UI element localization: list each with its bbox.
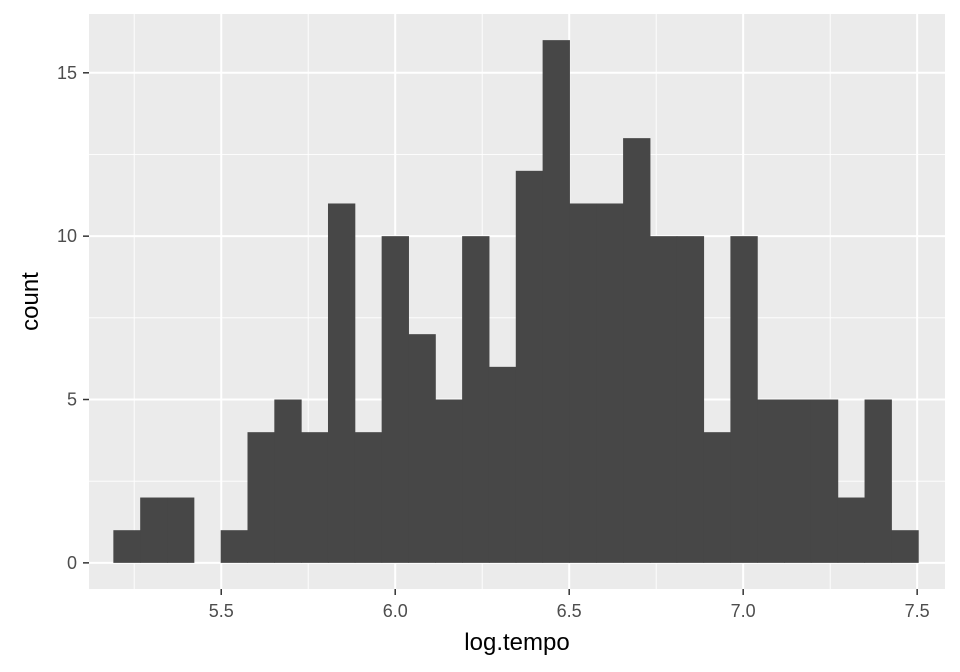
histogram-bar bbox=[220, 530, 248, 563]
histogram-bar bbox=[864, 399, 892, 563]
x-axis: 5.5 6.0 6.5 7.0 7.5 bbox=[209, 589, 930, 621]
histogram-bar bbox=[676, 236, 705, 563]
histogram-bar bbox=[167, 497, 195, 563]
histogram-bar bbox=[810, 399, 839, 563]
histogram-bar bbox=[515, 170, 544, 563]
y-tick-label: 15 bbox=[57, 63, 77, 83]
y-tick-label: 0 bbox=[67, 553, 77, 573]
histogram-bar bbox=[891, 530, 919, 563]
histogram-bar bbox=[327, 203, 356, 563]
x-tick-label: 5.5 bbox=[209, 601, 234, 621]
x-tick-label: 7.5 bbox=[905, 601, 930, 621]
histogram-bar bbox=[140, 497, 168, 563]
histogram-bar bbox=[649, 236, 678, 563]
x-axis-title: log.tempo bbox=[464, 629, 569, 656]
histogram-bar bbox=[247, 432, 275, 563]
histogram-bar bbox=[354, 432, 383, 563]
y-tick-label: 10 bbox=[57, 226, 77, 246]
y-axis: 0 5 10 15 bbox=[57, 63, 89, 573]
histogram-bar bbox=[301, 432, 329, 563]
x-tick-label: 6.0 bbox=[383, 601, 408, 621]
histogram-bar bbox=[435, 399, 463, 563]
histogram-bar bbox=[757, 399, 785, 563]
histogram-bar bbox=[596, 203, 624, 563]
histogram-bar bbox=[837, 497, 866, 563]
histogram-bar bbox=[113, 530, 141, 563]
x-tick-label: 7.0 bbox=[731, 601, 756, 621]
histogram-bars bbox=[113, 40, 919, 563]
histogram-bar bbox=[274, 399, 302, 563]
x-tick-label: 6.5 bbox=[557, 601, 582, 621]
histogram-bar bbox=[784, 399, 812, 563]
histogram-bar bbox=[381, 236, 409, 563]
histogram-bar bbox=[569, 203, 597, 563]
y-tick-label: 5 bbox=[67, 390, 77, 410]
y-axis-title: count bbox=[17, 272, 44, 331]
histogram-bar bbox=[542, 40, 570, 563]
histogram-bar bbox=[408, 334, 436, 563]
histogram-bar bbox=[730, 236, 758, 563]
histogram-bar bbox=[623, 138, 651, 563]
histogram-bar bbox=[488, 366, 517, 563]
histogram-bar bbox=[462, 236, 490, 563]
histogram-bar bbox=[703, 432, 731, 563]
